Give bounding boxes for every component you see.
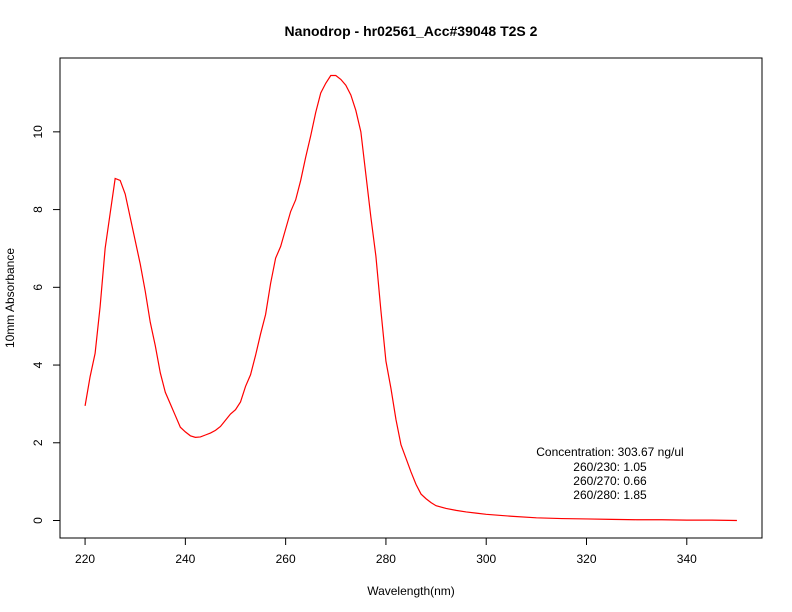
x-axis: 220 240 260 280 300 320 340	[75, 537, 697, 566]
concentration-annotation: Concentration: 303.67 ng/ul	[536, 445, 683, 459]
x-axis-label: Wavelength(nm)	[367, 584, 455, 598]
x-tick-label: 260	[276, 552, 296, 566]
absorbance-series-line	[84, 74, 737, 522]
y-axis-label: 10mm Absorbance	[3, 248, 17, 348]
y-axis: 0 2 4 6 8 10	[31, 125, 61, 524]
x-tick-label: 220	[75, 552, 95, 566]
chart-title: Nanodrop - hr02561_Acc#39048 T2S 2	[285, 23, 538, 39]
plot-frame	[59, 57, 763, 539]
x-tick-label: 240	[175, 552, 195, 566]
y-tick-label: 8	[31, 206, 45, 213]
ratio-260-230-annotation: 260/230: 1.05	[573, 460, 647, 474]
ratio-260-270-annotation: 260/270: 0.66	[573, 474, 647, 488]
x-tick-label: 300	[476, 552, 496, 566]
y-tick-label: 4	[31, 361, 45, 368]
y-tick-label: 6	[31, 284, 45, 291]
y-tick-label: 10	[31, 125, 45, 139]
stats-annotation: Concentration: 303.67 ng/ul 260/230: 1.0…	[536, 445, 683, 502]
x-tick-label: 280	[376, 552, 396, 566]
y-tick-label: 0	[31, 517, 45, 524]
y-tick-label: 2	[31, 439, 45, 446]
x-tick-label: 340	[677, 552, 697, 566]
ratio-260-280-annotation: 260/280: 1.85	[573, 488, 647, 502]
x-tick-label: 320	[576, 552, 596, 566]
